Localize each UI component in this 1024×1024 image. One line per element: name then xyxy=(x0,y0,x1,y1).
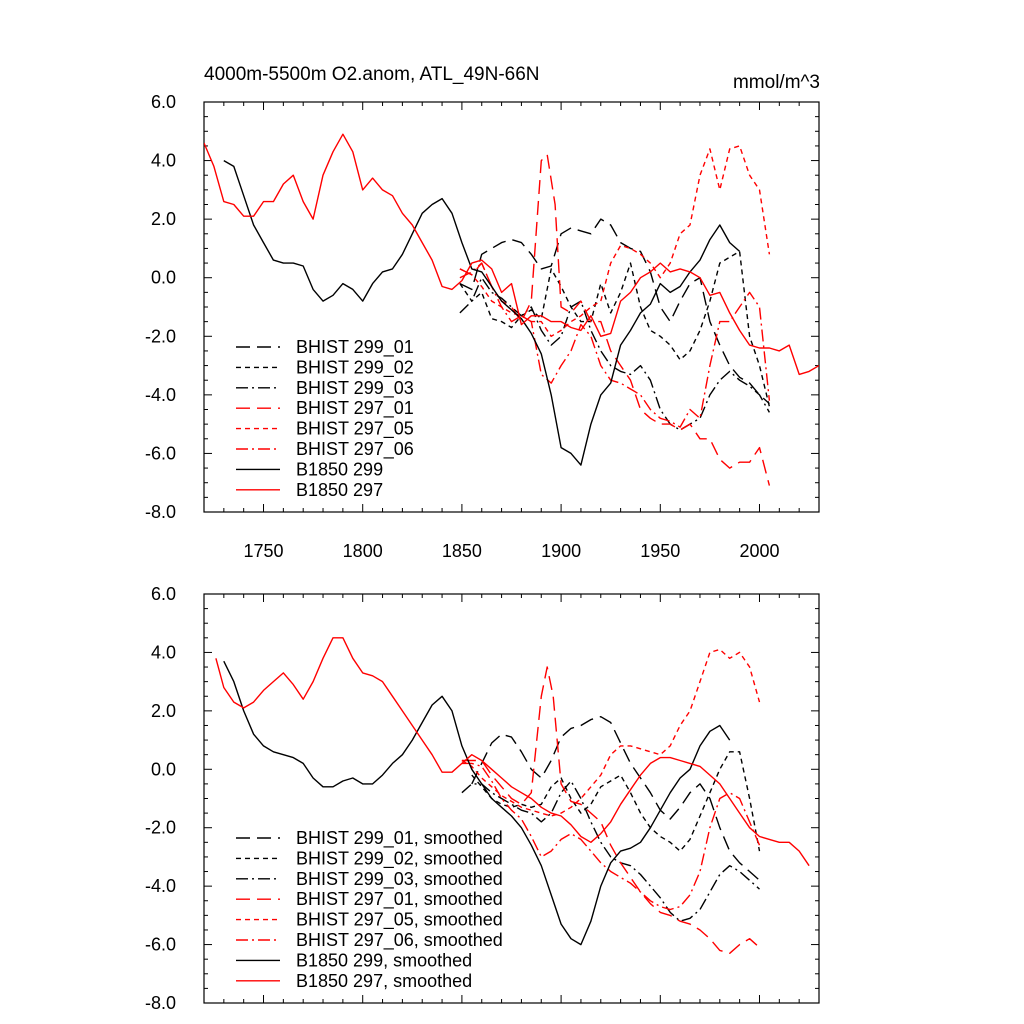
top-xtick-label: 1800 xyxy=(343,541,383,561)
bottom-series-bhist-297-06-smoothed xyxy=(461,762,761,911)
top-legend-label: BHIST 297_06 xyxy=(296,439,414,460)
bottom-ytick-label: -2.0 xyxy=(145,818,176,838)
top-xtick-label: 1750 xyxy=(243,541,283,561)
top-ytick-label: 2.0 xyxy=(151,209,176,229)
top-series-bhist-297-05 xyxy=(459,145,771,337)
top-legend-label: BHIST 297_01 xyxy=(296,398,414,419)
top-ytick-label: 4.0 xyxy=(151,151,176,171)
top-ytick-label: 0.0 xyxy=(151,268,176,288)
top-series-bhist-299-02 xyxy=(459,250,771,407)
figure-title: 4000m-5500m O2.anom, ATL_49N-66N xyxy=(204,64,540,85)
bottom-ytick-label: 2.0 xyxy=(151,701,176,721)
bottom-legend-label: BHIST 299_02, smoothed xyxy=(296,848,503,869)
bottom-legend-label: BHIST 297_06, smoothed xyxy=(296,930,503,951)
bottom-ytick-label: 6.0 xyxy=(151,584,176,604)
top-xtick-label: 1850 xyxy=(442,541,482,561)
top-legend-label: BHIST 299_01 xyxy=(296,337,414,358)
bottom-series-bhist-297-05-smoothed xyxy=(461,648,761,817)
top-ytick-label: -8.0 xyxy=(145,502,176,522)
panel-bottom: 6.0 4.0 2.0 0.0 -2.0 -4.0 -6.0 -8.0 BHIST 299_01… xyxy=(145,584,820,1013)
top-legend-label: BHIST 297_05 xyxy=(296,419,414,440)
top-ytick-label: -6.0 xyxy=(145,443,176,463)
top-series-group xyxy=(204,133,819,486)
top-series-bhist-299-01 xyxy=(459,218,770,405)
bottom-series-b1850-299-smoothed xyxy=(223,660,731,946)
units-label: mmol/m^3 xyxy=(733,72,820,93)
bottom-series-bhist-299-01-smoothed xyxy=(471,716,760,881)
bottom-series-group xyxy=(215,637,810,954)
top-legend-label: BHIST 299_03 xyxy=(296,378,414,399)
bottom-ytick-label: -4.0 xyxy=(145,876,176,896)
top-ytick-label: 6.0 xyxy=(151,92,176,112)
bottom-series-bhist-299-03-smoothed xyxy=(461,780,760,922)
bottom-legend-label: B1850 299, smoothed xyxy=(296,950,472,970)
top-xtick-label: 1900 xyxy=(541,541,581,561)
top-series-bhist-297-01 xyxy=(459,154,771,486)
bottom-series-bhist-299-02-smoothed xyxy=(471,751,761,852)
bottom-ytick-label: -6.0 xyxy=(145,935,176,955)
top-series-b1850-297 xyxy=(204,133,819,376)
bottom-ytick-label: 4.0 xyxy=(151,642,176,662)
top-xtick-label: 2000 xyxy=(739,541,779,561)
top-legend-label: BHIST 299_02 xyxy=(296,357,414,378)
bottom-ytick-label: 0.0 xyxy=(151,759,176,779)
bottom-legend-label: BHIST 299_03, smoothed xyxy=(296,869,503,890)
bottom-series-bhist-297-01-smoothed xyxy=(461,666,760,954)
top-series-bhist-297-06 xyxy=(459,262,771,428)
top-ytick-label: -2.0 xyxy=(145,326,176,346)
top-series-b1850-299 xyxy=(223,159,741,466)
top-xtick-label: 1950 xyxy=(640,541,680,561)
bottom-legend-label: BHIST 297_01, smoothed xyxy=(296,889,503,910)
bottom-series-b1850-297-smoothed xyxy=(215,637,810,867)
bottom-legend-label: BHIST 299_01, smoothed xyxy=(296,828,503,849)
bottom-legend-label: BHIST 297_05, smoothed xyxy=(296,910,503,931)
top-series-bhist-299-03 xyxy=(459,277,771,431)
bottom-ytick-label: -8.0 xyxy=(145,993,176,1013)
top-legend-label: B1850 299 xyxy=(296,459,383,479)
panel-top: 6.0 4.0 2.0 0.0 -2.0 -4.0 -6.0 -8.0 1750 1800 1850… xyxy=(145,92,820,561)
top-legend-label: B1850 297 xyxy=(296,480,383,500)
bottom-legend-label: B1850 297, smoothed xyxy=(296,971,472,991)
top-ytick-label: -4.0 xyxy=(145,385,176,405)
